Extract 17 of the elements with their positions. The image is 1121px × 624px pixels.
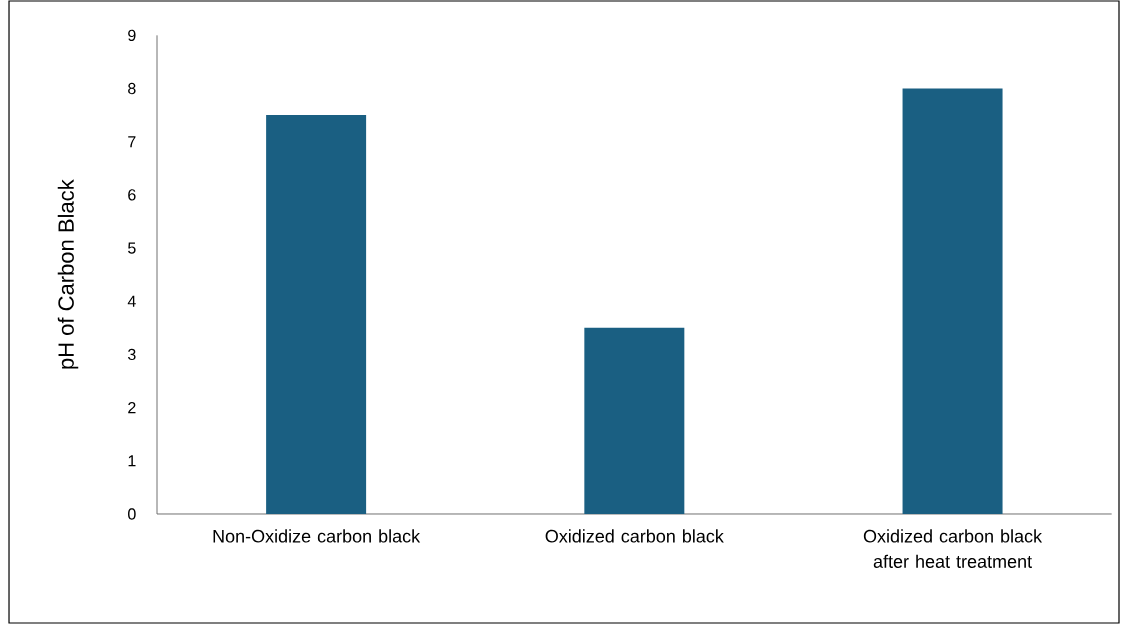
y-tick-label: 5 xyxy=(128,242,136,254)
y-tick-label: 3 xyxy=(128,348,136,361)
bar xyxy=(902,88,1003,514)
y-tick-label: 6 xyxy=(128,189,136,201)
y-tick-label: 8 xyxy=(128,82,136,95)
y-tick-label: 4 xyxy=(127,295,136,307)
bar xyxy=(266,115,367,514)
y-tick-label: 7 xyxy=(128,136,136,148)
x-tick-label: Oxidized carbon black xyxy=(545,529,724,543)
y-tick-label: 0 xyxy=(128,508,136,520)
y-tick-label: 9 xyxy=(128,29,136,41)
x-tick-label: Non-Oxidize carbon black xyxy=(213,529,421,543)
y-tick-label: 2 xyxy=(128,402,136,414)
y-axis-title: pH of Carbon Black xyxy=(57,179,79,369)
bar xyxy=(584,327,685,514)
y-tick-label: 1 xyxy=(128,455,136,467)
x-tick-label: Oxidized carbon black after heat treatment xyxy=(863,529,1043,568)
